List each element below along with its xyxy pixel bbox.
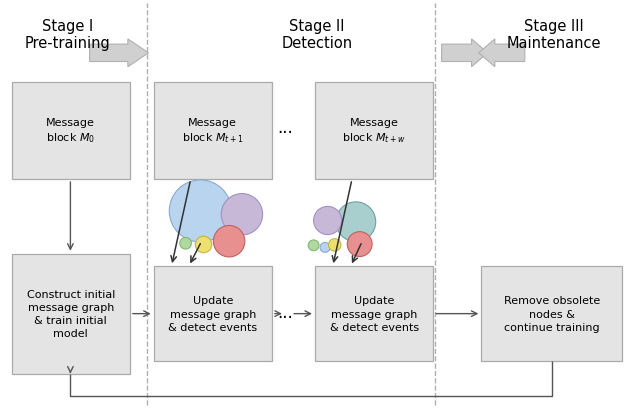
Text: ...: ... [277, 303, 292, 321]
Ellipse shape [328, 239, 341, 252]
Ellipse shape [308, 240, 319, 251]
FancyBboxPatch shape [154, 83, 272, 180]
Ellipse shape [195, 237, 212, 253]
Text: Stage I
Pre-training: Stage I Pre-training [24, 19, 110, 51]
FancyBboxPatch shape [315, 83, 433, 180]
Text: Stage II
Detection: Stage II Detection [281, 19, 353, 51]
FancyBboxPatch shape [154, 266, 272, 361]
Text: Remove obsolete
nodes &
continue training: Remove obsolete nodes & continue trainin… [504, 296, 600, 332]
Text: Message
block $M_{t+w}$: Message block $M_{t+w}$ [342, 117, 406, 145]
Ellipse shape [314, 207, 342, 235]
FancyArrow shape [479, 40, 525, 68]
Ellipse shape [213, 226, 245, 257]
Text: Message
block $M_{t+1}$: Message block $M_{t+1}$ [182, 117, 244, 145]
FancyBboxPatch shape [12, 254, 130, 374]
FancyBboxPatch shape [12, 83, 130, 180]
Ellipse shape [221, 194, 262, 235]
FancyArrow shape [442, 40, 488, 68]
Text: Stage III
Maintenance: Stage III Maintenance [506, 19, 601, 51]
Ellipse shape [180, 238, 191, 249]
FancyBboxPatch shape [481, 266, 622, 361]
Text: Update
message graph
& detect events: Update message graph & detect events [168, 296, 257, 332]
Text: Update
message graph
& detect events: Update message graph & detect events [330, 296, 419, 332]
FancyArrow shape [90, 40, 148, 68]
Text: Message
block $M_0$: Message block $M_0$ [46, 117, 95, 145]
Text: ...: ... [277, 119, 292, 137]
Text: Construct initial
message graph
& train initial
model: Construct initial message graph & train … [26, 289, 115, 339]
Ellipse shape [348, 232, 372, 257]
Ellipse shape [336, 202, 376, 242]
FancyBboxPatch shape [315, 266, 433, 361]
Ellipse shape [320, 243, 330, 253]
Ellipse shape [169, 180, 232, 242]
